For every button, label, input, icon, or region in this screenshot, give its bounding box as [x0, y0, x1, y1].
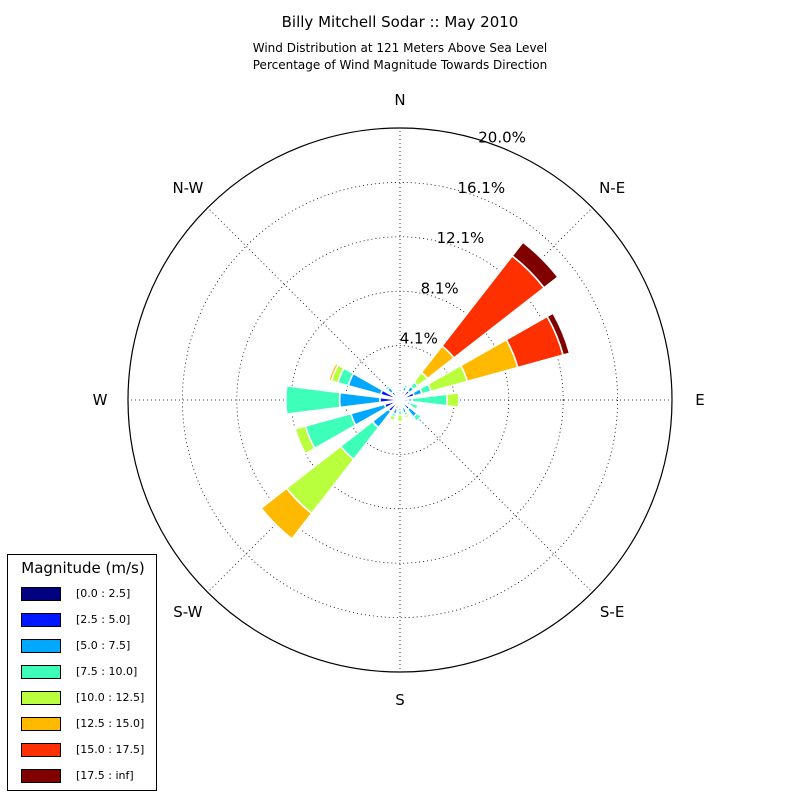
direction-label: N: [394, 91, 405, 109]
legend-entry: [15.0 : 17.5]: [8, 741, 158, 761]
direction-label: N-E: [599, 179, 625, 197]
radial-gridline: [236, 236, 564, 564]
legend-entry: [5.0 : 7.5]: [8, 637, 158, 657]
legend-label: [2.5 : 5.0]: [76, 613, 131, 626]
direction-label: S-E: [600, 603, 624, 621]
angular-gridline: [399, 399, 593, 593]
chart-subtitle-line-1: Wind Distribution at 121 Meters Above Se…: [252, 41, 548, 55]
legend-entry: [17.5 : inf]: [8, 767, 158, 787]
legend-entry: [7.5 : 10.0]: [8, 663, 158, 683]
direction-label: S: [395, 691, 405, 709]
wind-bar: [408, 401, 420, 411]
wind-bar: [388, 414, 397, 422]
radial-tick-label: 12.1%: [437, 229, 485, 247]
legend-swatch: [21, 587, 61, 601]
wind-bar: [384, 384, 392, 392]
direction-label: N-W: [172, 179, 203, 197]
radial-tick-label: 16.1%: [457, 179, 505, 197]
legend-entry: [0.0 : 2.5]: [8, 585, 158, 605]
legend-entry: [2.5 : 5.0]: [8, 611, 158, 631]
wind-bar: [511, 240, 560, 289]
legend-entry: [12.5 : 15.0]: [8, 715, 158, 735]
wind-bar: [403, 412, 411, 420]
chart-subtitle-line-2: Percentage of Wind Magnitude Towards Dir…: [252, 58, 548, 72]
legend-swatch: [21, 665, 61, 679]
angular-gridline: [207, 207, 401, 401]
legend-swatch: [21, 717, 61, 731]
radial-gridline: [181, 181, 619, 619]
legend-label: [7.5 : 10.0]: [76, 665, 138, 678]
wind-bar: [396, 413, 404, 423]
wind-bar: [338, 391, 381, 409]
legend-swatch: [21, 743, 61, 757]
legend-label: [17.5 : inf]: [76, 769, 134, 782]
legend-entry: [10.0 : 12.5]: [8, 689, 158, 709]
legend: Magnitude (m/s) [0.0 : 2.5] [2.5 : 5.0] [5…: [7, 554, 157, 791]
legend-label: [12.5 : 15.0]: [76, 717, 145, 730]
radial-tick-label: 20.0%: [478, 129, 526, 147]
direction-label: S-W: [173, 603, 202, 621]
legend-swatch: [21, 769, 61, 783]
legend-label: [10.0 : 12.5]: [76, 691, 145, 704]
wind-bar: [285, 384, 341, 416]
wind-bar: [397, 387, 403, 391]
polar-frame: [127, 127, 673, 673]
wind-bar: [294, 425, 316, 455]
wind-bar: [347, 372, 384, 396]
legend-title: Magnitude (m/s): [21, 559, 145, 577]
legend-swatch: [21, 691, 61, 705]
legend-label: [15.0 : 17.5]: [76, 743, 145, 756]
legend-label: [5.0 : 7.5]: [76, 639, 131, 652]
wind-bar: [394, 389, 400, 396]
direction-label: W: [93, 391, 108, 409]
wind-bar: [412, 412, 423, 423]
wind-bar: [403, 382, 410, 388]
direction-label: E: [695, 391, 704, 409]
wind-bar: [327, 362, 340, 383]
chart-title: Billy Mitchell Sodar :: May 2010: [281, 13, 519, 31]
wind-bar: [445, 391, 460, 409]
legend-swatch: [21, 639, 61, 653]
radial-tick-label: 8.1%: [421, 279, 459, 297]
legend-swatch: [21, 613, 61, 627]
legend-label: [0.0 : 2.5]: [76, 587, 131, 600]
wind-bar: [260, 487, 313, 540]
wind-bar: [546, 311, 571, 357]
radial-tick-label: 4.1%: [400, 330, 438, 348]
